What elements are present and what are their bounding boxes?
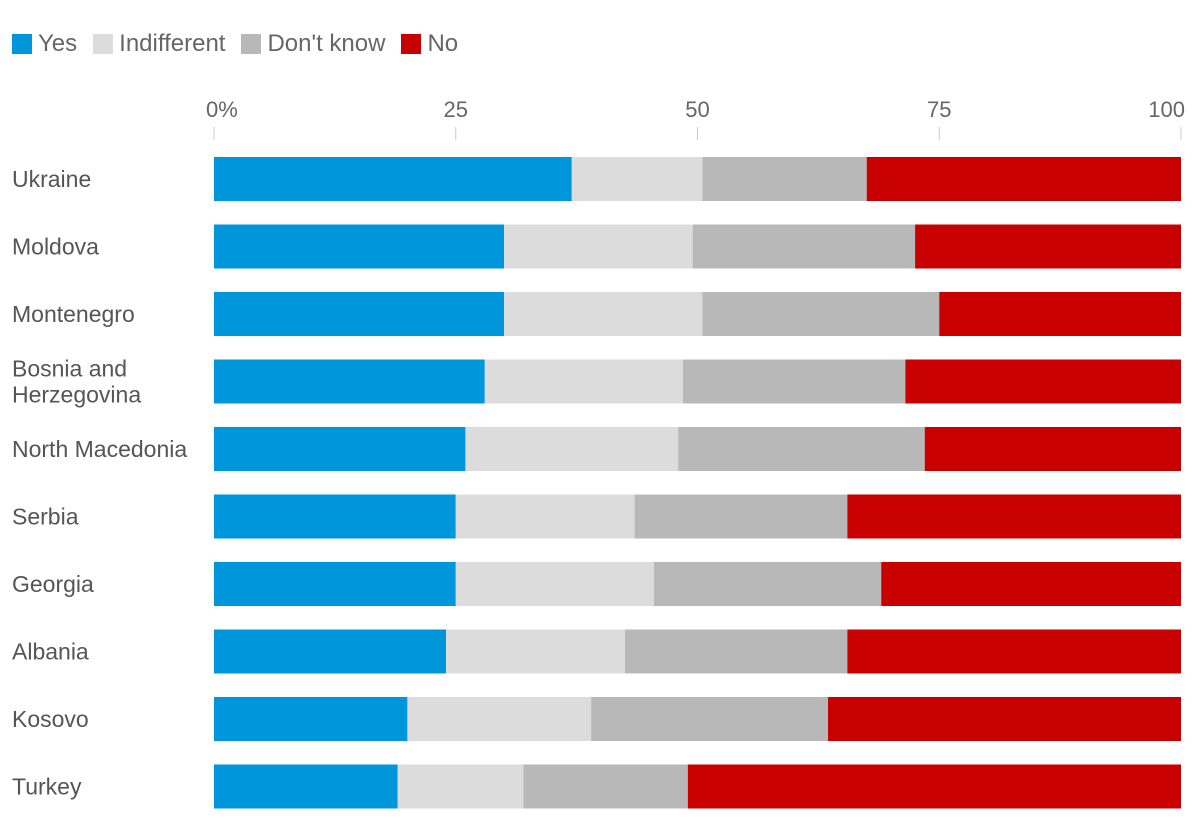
bar-segment-yes <box>214 427 466 471</box>
bar-segment-don-t-know <box>653 562 882 606</box>
bar-segment-no <box>905 359 1181 404</box>
bar-segment-no <box>866 157 1181 201</box>
bar-segment-don-t-know <box>523 764 688 809</box>
bar-segment-no <box>828 697 1181 741</box>
category-label: North Macedonia <box>12 436 187 462</box>
bar-segment-no <box>847 494 1181 539</box>
bar-segment-yes <box>214 562 456 606</box>
x-tick-label: 75 <box>927 97 951 122</box>
category-label: Ukraine <box>12 166 91 192</box>
x-tick-label: 50 <box>685 97 709 122</box>
bar-segment-indifferent <box>407 697 592 741</box>
legend-swatch-dont-know <box>241 34 262 54</box>
category-label: Bosnia and Herzegovina <box>12 356 141 408</box>
bar-segment-indifferent <box>504 292 703 336</box>
bar-segment-yes <box>214 629 447 674</box>
legend-label-dont-know: Don't know <box>267 30 386 57</box>
category-label: Moldova <box>12 234 99 260</box>
bar-segment-indifferent <box>465 427 679 471</box>
legend-label-indifferent: Indifferent <box>119 30 226 57</box>
bar-segment-indifferent <box>571 157 703 201</box>
bar-segment-indifferent <box>455 494 635 539</box>
legend: Yes Indifferent Don't know No <box>12 30 474 58</box>
bar-segment-yes <box>214 359 485 404</box>
bar-segment-indifferent <box>446 629 625 674</box>
legend-item-indifferent: Indifferent <box>93 30 225 58</box>
category-label: Kosovo <box>12 706 89 732</box>
bar-segment-don-t-know <box>692 224 916 269</box>
legend-label-yes: Yes <box>38 30 78 57</box>
bar-segment-indifferent <box>504 224 693 269</box>
bar-segment-no <box>881 562 1181 606</box>
bar-segment-no <box>939 292 1181 336</box>
bar-segment-don-t-know <box>702 157 867 201</box>
bar-segment-yes <box>214 292 505 336</box>
legend-item-yes: Yes <box>12 30 77 58</box>
x-tick-label: 25 <box>444 97 468 122</box>
legend-swatch-yes <box>12 34 32 54</box>
bar-segment-indifferent <box>455 562 654 606</box>
bar-segment-no <box>687 764 1181 809</box>
bar-segment-no <box>924 427 1181 471</box>
bar-segment-no <box>847 629 1181 674</box>
bar-segment-yes <box>214 157 572 201</box>
legend-item-dont-know: Don't know <box>241 30 385 58</box>
bar-segment-yes <box>214 494 456 539</box>
bar-segment-don-t-know <box>634 494 848 539</box>
bar-segment-don-t-know <box>624 629 848 674</box>
bar-segment-don-t-know <box>702 292 940 336</box>
legend-label-no: No <box>427 30 459 57</box>
category-label: Georgia <box>12 571 94 597</box>
bar-segment-don-t-know <box>682 359 906 404</box>
bar-segment-yes <box>214 764 398 809</box>
legend-swatch-no <box>401 34 422 54</box>
category-label: Albania <box>12 639 89 665</box>
bar-segment-yes <box>214 224 505 269</box>
bar-segment-indifferent <box>484 359 683 404</box>
bar-segment-indifferent <box>397 764 524 809</box>
category-label: Turkey <box>12 774 82 800</box>
bar-segment-don-t-know <box>678 427 925 471</box>
x-tick-label: 0% <box>206 97 238 122</box>
category-label: Montenegro <box>12 301 135 327</box>
legend-item-no: No <box>401 30 458 58</box>
category-label: Serbia <box>12 504 79 530</box>
legend-swatch-indifferent <box>93 34 114 54</box>
bar-segment-don-t-know <box>591 697 829 741</box>
x-tick-label: 100 <box>1148 97 1185 122</box>
bar-segment-no <box>915 224 1181 269</box>
bar-segment-yes <box>214 697 408 741</box>
